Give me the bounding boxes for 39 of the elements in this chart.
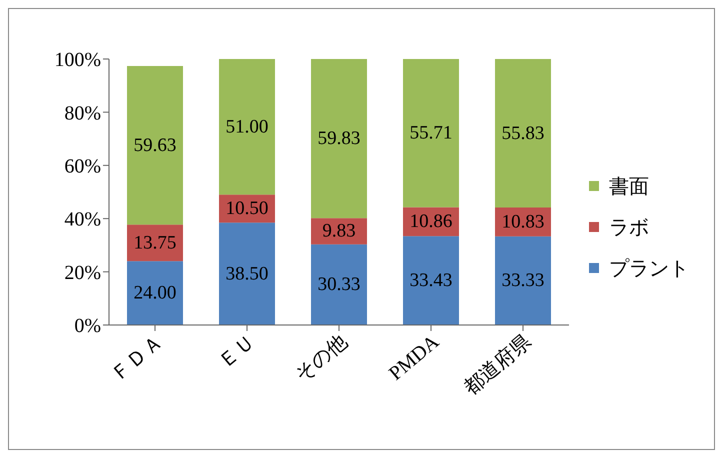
bar bbox=[403, 59, 459, 208]
y-tick-label: 80% bbox=[64, 102, 101, 124]
data-label: 10.83 bbox=[502, 211, 544, 232]
data-label: 24.00 bbox=[134, 282, 176, 304]
x-tick-label: 都道府県 bbox=[460, 330, 536, 400]
bar bbox=[311, 59, 367, 218]
data-label: 30.33 bbox=[318, 274, 360, 296]
bar bbox=[127, 66, 183, 225]
bar bbox=[311, 244, 367, 325]
data-label: 9.83 bbox=[322, 220, 356, 242]
y-tick-label: 40% bbox=[64, 208, 101, 231]
data-label: 51.00 bbox=[226, 116, 268, 138]
y-tick-label: 0% bbox=[74, 315, 101, 338]
data-label: 59.63 bbox=[134, 134, 176, 156]
data-label: 33.43 bbox=[410, 270, 452, 292]
x-tick-label: その他 bbox=[291, 330, 352, 386]
data-label: 10.86 bbox=[410, 211, 452, 232]
data-label: 33.33 bbox=[502, 270, 544, 292]
bar bbox=[495, 59, 551, 208]
y-tick-label: 60% bbox=[64, 156, 101, 178]
x-tick-label: ＦＤＡ bbox=[107, 330, 168, 386]
bar bbox=[219, 59, 275, 195]
x-tick-label: ＥＵ bbox=[214, 330, 260, 374]
legend-label: プラント bbox=[609, 256, 689, 282]
bar bbox=[403, 236, 459, 325]
data-label: 13.75 bbox=[134, 232, 176, 254]
data-label: 38.50 bbox=[226, 263, 268, 284]
y-tick-label: 100% bbox=[54, 49, 101, 72]
legend-label: ラボ bbox=[609, 216, 649, 240]
bar bbox=[495, 236, 551, 325]
legend-label: 書面 bbox=[609, 174, 649, 200]
bar bbox=[219, 222, 275, 325]
data-label: 55.71 bbox=[410, 122, 452, 144]
y-tick-label: 20% bbox=[64, 262, 101, 284]
bar bbox=[127, 261, 183, 325]
bar bbox=[127, 224, 183, 262]
data-label: 10.50 bbox=[226, 198, 268, 220]
data-label: 55.83 bbox=[502, 122, 544, 144]
data-label: 59.83 bbox=[318, 128, 360, 150]
